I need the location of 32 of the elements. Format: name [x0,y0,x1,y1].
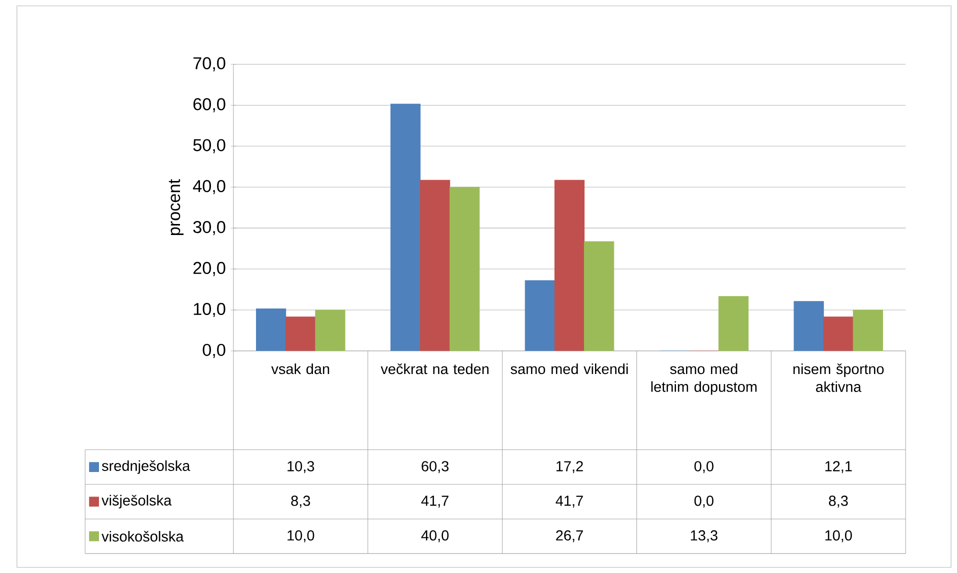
legend-label: visokošolska [102,530,184,542]
data-label: 0,0 [694,496,714,508]
data-label: 26,7 [556,530,583,542]
data-label: 8,3 [828,496,848,508]
y-tick-label: 0,0 [202,344,226,358]
data-label: 12,1 [825,460,852,473]
data-label: 41,7 [556,496,583,508]
data-label: 13,3 [690,530,718,542]
y-tick-label: 20,0 [193,262,226,276]
y-tick-label: 70,0 [193,57,226,72]
y-tick-label: 50,0 [193,138,226,154]
data-label: 40,0 [421,530,449,542]
legend-label: srednješolska [102,460,190,474]
legend-label: višješolska [102,494,172,508]
data-label: 60,3 [422,460,449,473]
data-label: 8,3 [291,496,310,508]
y-tick-label: 30,0 [193,220,226,235]
y-tick-label: 10,0 [194,302,226,317]
data-label: 10,3 [288,460,314,473]
data-label: 41,7 [421,496,448,508]
data-label: 0,0 [694,460,714,473]
x-tick-label: samo med vikendi [510,363,628,374]
data-label: 10,0 [288,530,314,542]
y-tick-label: 60,0 [193,98,226,112]
x-tick-label: nisem športno aktivna [793,363,884,392]
y-axis-title: procent [168,178,184,235]
data-label: 10,0 [825,530,852,542]
x-tick-label: večkrat na teden [380,363,488,374]
y-tick-label: 40,0 [192,180,226,194]
data-label: 17,2 [556,460,583,473]
x-tick-label: samo med letnim dopustom [651,363,757,395]
x-tick-label: vsak dan [271,363,330,374]
